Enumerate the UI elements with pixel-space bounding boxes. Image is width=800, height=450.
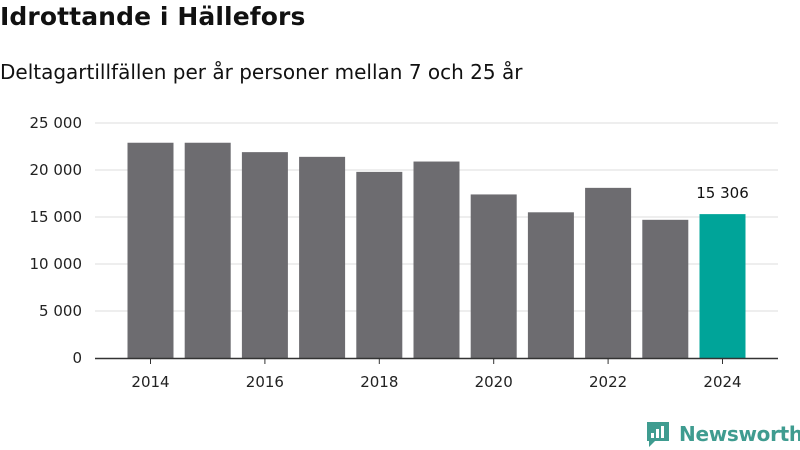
bar-2014 (127, 142, 174, 358)
bar-2017 (299, 156, 346, 358)
chart-subtitle: Deltagartillfällen per år personer mella… (0, 60, 523, 84)
y-tick-label: 15 000 (30, 208, 83, 226)
x-tick-label: 2018 (360, 373, 398, 391)
bar-2024 (699, 214, 746, 358)
y-tick-label: 10 000 (30, 255, 83, 273)
bar-2020 (470, 194, 517, 358)
bar-2021 (527, 212, 574, 358)
x-tick-label: 2020 (475, 373, 513, 391)
newsworthy-logo-icon (647, 422, 669, 447)
brand-logo: Newsworthy (645, 420, 800, 448)
bar-2022 (585, 187, 632, 358)
x-tick-label: 2022 (589, 373, 627, 391)
y-tick-label: 20 000 (30, 161, 83, 179)
bar-2016 (241, 152, 288, 358)
bar-2018 (356, 171, 403, 358)
bar-2015 (184, 142, 231, 358)
x-tick-label: 2016 (246, 373, 284, 391)
x-tick-label: 2024 (703, 373, 741, 391)
brand-name: Newsworthy (679, 422, 800, 446)
x-tick-label: 2014 (131, 373, 169, 391)
bar-2023 (642, 219, 689, 358)
y-tick-label: 5 000 (39, 302, 82, 320)
data-label: 15 306 (696, 184, 749, 202)
bar-2019 (413, 161, 460, 358)
chart-title: Idrottande i Hällefors (0, 2, 306, 31)
y-tick-label: 25 000 (30, 114, 83, 132)
y-tick-label: 0 (72, 349, 82, 367)
